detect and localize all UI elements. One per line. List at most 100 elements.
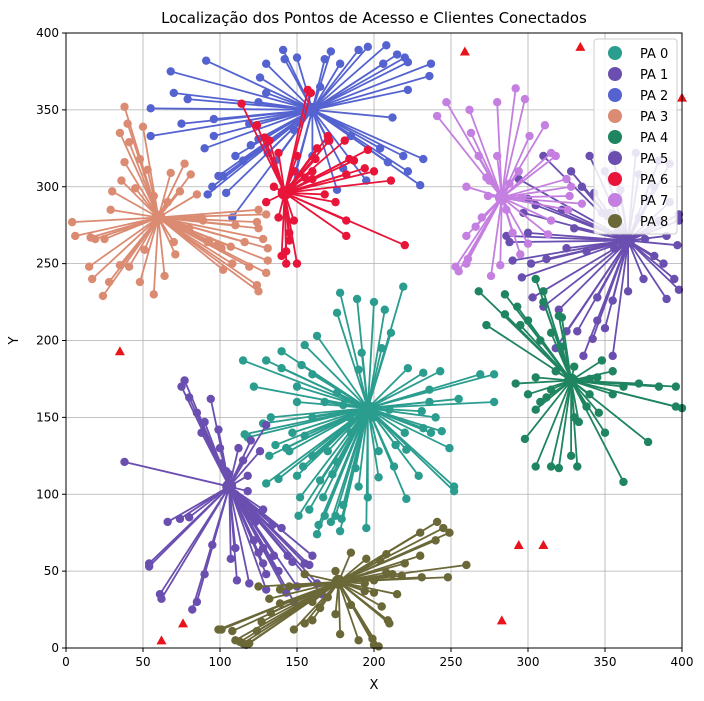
y-tick-label: 100	[36, 487, 59, 501]
connection-line	[367, 388, 430, 410]
legend-marker	[608, 193, 622, 207]
connection-line	[470, 132, 503, 198]
client-point	[536, 336, 545, 345]
connection-line	[158, 216, 264, 240]
unassigned-point-marker	[459, 46, 470, 56]
y-tick-label: 250	[36, 257, 59, 271]
client-point	[554, 463, 563, 473]
client-point	[526, 259, 536, 268]
client-point	[200, 144, 209, 153]
client-point	[289, 125, 299, 135]
client-point	[262, 570, 271, 579]
connection-line	[338, 581, 390, 625]
client-point	[403, 363, 413, 373]
client-point	[566, 182, 576, 191]
client-point	[131, 184, 140, 193]
client-point	[283, 551, 292, 560]
client-point	[300, 619, 309, 628]
client-point	[177, 119, 186, 128]
client-point	[274, 148, 283, 158]
client-point	[163, 197, 172, 207]
client-point	[237, 99, 246, 108]
client-point	[308, 167, 317, 176]
connection-line	[187, 98, 313, 111]
legend-label: PA 6	[640, 173, 668, 188]
connection-line	[284, 192, 336, 204]
unassigned-point-marker	[156, 635, 167, 645]
connection-line	[269, 581, 339, 600]
connection-line	[570, 380, 625, 483]
client-point	[403, 58, 413, 67]
client-point	[342, 216, 351, 225]
client-point	[400, 428, 409, 437]
client-point	[249, 382, 259, 391]
series-pa-4	[474, 274, 687, 487]
client-point	[465, 105, 474, 115]
client-point	[100, 234, 109, 244]
legend-label: PA 0	[640, 47, 668, 62]
client-point	[238, 456, 248, 465]
connection-line	[312, 75, 430, 111]
client-point	[285, 582, 294, 591]
access-point-marker	[222, 479, 237, 494]
legend-marker	[608, 67, 622, 81]
client-point	[588, 334, 597, 344]
client-point	[466, 128, 476, 138]
client-point	[508, 228, 517, 238]
legend-marker	[608, 151, 622, 165]
client-point	[523, 239, 533, 248]
y-tick-label: 50	[44, 564, 59, 578]
client-point	[320, 511, 329, 520]
client-point	[277, 347, 286, 356]
client-point	[234, 443, 243, 453]
client-point	[449, 486, 459, 496]
connection-line	[148, 485, 230, 568]
client-point	[462, 560, 471, 570]
y-tick-label: 350	[36, 103, 59, 117]
client-point	[288, 557, 297, 567]
client-point	[399, 151, 408, 161]
client-point	[650, 251, 659, 261]
client-point	[188, 605, 197, 614]
x-tick-label: 300	[517, 655, 540, 669]
connection-line	[535, 204, 629, 242]
connection-line	[519, 324, 572, 382]
client-point	[262, 210, 271, 219]
client-point	[482, 320, 491, 330]
client-point	[643, 437, 653, 447]
connection-line	[311, 61, 409, 111]
client-point	[254, 97, 263, 107]
client-point	[471, 222, 480, 231]
connection-line	[270, 581, 339, 614]
client-point	[169, 237, 178, 247]
client-point	[360, 579, 369, 588]
client-point	[554, 305, 563, 314]
client-point	[308, 451, 317, 461]
client-point	[308, 597, 317, 607]
client-point	[476, 370, 485, 379]
client-point	[323, 447, 332, 456]
legend: PA 0 PA 1 PA 2 PA 3 PA 4 PA 5 PA 6 PA 7 PA 8	[593, 38, 678, 235]
client-point	[277, 523, 286, 533]
client-point	[265, 594, 274, 603]
client-point	[425, 385, 434, 394]
client-point	[432, 111, 442, 121]
client-point	[144, 562, 154, 571]
client-point	[577, 182, 587, 191]
client-point	[225, 470, 234, 479]
x-tick-label: 50	[135, 655, 150, 669]
client-point	[557, 342, 567, 351]
series-pa-5	[120, 376, 326, 614]
client-point	[104, 277, 114, 287]
client-point	[320, 397, 329, 407]
client-point	[312, 530, 322, 539]
legend-label: PA 2	[640, 89, 668, 104]
client-point	[593, 316, 602, 325]
client-point	[346, 600, 356, 610]
client-point	[117, 176, 126, 185]
client-point	[369, 297, 379, 307]
client-point	[243, 471, 252, 480]
client-point	[315, 82, 325, 92]
client-point	[335, 288, 345, 298]
